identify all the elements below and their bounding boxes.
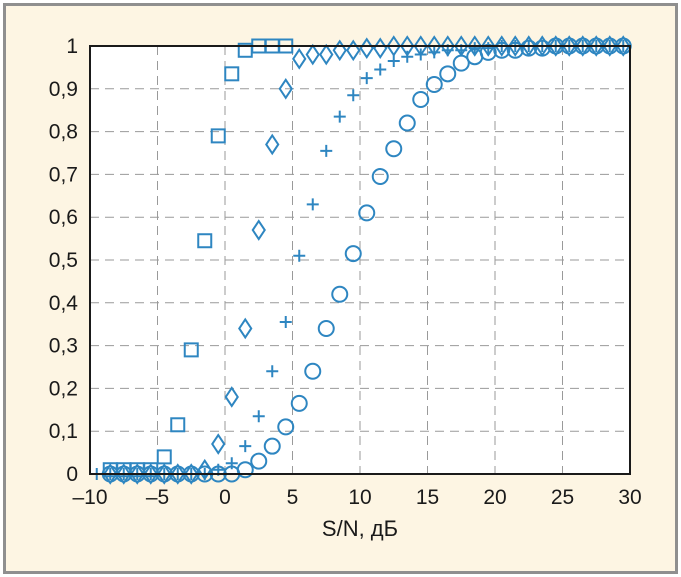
circle-marker [317, 319, 335, 337]
y-tick-label: 0,1 [49, 420, 78, 443]
y-tick-label: 1 [66, 35, 78, 58]
circle-marker [304, 362, 322, 380]
square-marker [224, 66, 240, 82]
x-tick-label: –5 [146, 486, 169, 509]
circle-marker [533, 39, 551, 57]
square-marker [183, 342, 199, 358]
diamond-marker [616, 35, 631, 57]
diamond-marker [224, 386, 239, 408]
plus-marker [293, 249, 306, 262]
y-tick-label: 0,3 [49, 335, 78, 358]
x-tick-label: 25 [551, 486, 574, 509]
x-axis-label: S/N, дБ [322, 516, 398, 541]
square-marker [170, 417, 186, 433]
diamond-marker [602, 35, 617, 57]
circle-marker [520, 39, 538, 57]
plus-marker [428, 46, 441, 59]
chart-frame: –10 –5 0 5 10 15 20 25 30 0 0,1 0,2 0,3 0,4 0,5 0,6 0,7… [3, 3, 678, 574]
diamond-marker [319, 43, 334, 66]
diamond-marker [130, 463, 145, 485]
y-tick-labels: 0 0,1 0,2 0,3 0,4 0,5 0,6 0,7 0,8 0,9 1 [49, 35, 79, 486]
plus-marker [306, 198, 319, 211]
plus-marker [239, 440, 252, 453]
diamond-marker [211, 433, 226, 455]
plus-marker [360, 72, 373, 85]
diamond-marker [157, 463, 172, 485]
x-tick-labels: –10 –5 0 5 10 15 20 25 30 [72, 486, 641, 509]
y-tick-label: 0,5 [49, 249, 78, 272]
circle-marker [439, 65, 457, 83]
plot-border [89, 45, 631, 475]
diamond-marker [143, 463, 158, 485]
x-tick-label: 0 [219, 486, 231, 509]
y-tick-label: 0,7 [49, 163, 78, 186]
diamond-marker [265, 133, 280, 156]
x-tick-label: 5 [287, 486, 299, 509]
circle-marker [250, 452, 268, 470]
diamond-marker [184, 463, 199, 485]
y-tick-label: 0,8 [49, 121, 78, 144]
diamond-marker [467, 35, 482, 57]
plus-marker [266, 365, 279, 378]
diamond-marker [238, 317, 253, 340]
y-tick-label: 0 [66, 463, 78, 486]
plus-marker [320, 144, 333, 157]
plus-marker [468, 42, 481, 55]
circle-marker [479, 43, 497, 61]
diamond-marker [562, 35, 577, 57]
y-tick-label: 0,4 [49, 292, 79, 315]
plus-marker [414, 48, 427, 61]
diamond-marker [481, 35, 496, 57]
circle-marker [331, 285, 349, 303]
plus-marker [374, 63, 387, 76]
diamond-marker [305, 43, 320, 66]
plus-marker [252, 410, 265, 423]
diamond-marker [575, 35, 590, 57]
circle-marker [290, 394, 308, 412]
circle-marker [493, 41, 511, 59]
plus-marker [401, 50, 414, 63]
y-tick-label: 0,9 [49, 78, 78, 101]
diamond-marker [292, 48, 307, 70]
diamond-marker [332, 39, 347, 62]
circle-marker [412, 91, 430, 108]
circle-marker [385, 140, 403, 158]
chart-svg: –10 –5 0 5 10 15 20 25 30 0 0,1 0,2 0,3 0,4 0,5 0,6 0,7… [49, 35, 642, 541]
x-tick-label: 10 [348, 486, 371, 509]
diamond-marker [346, 39, 361, 62]
circle-marker [425, 76, 443, 94]
diamond-marker [278, 77, 293, 100]
plus-marker [347, 89, 360, 102]
y-tick-label: 0,6 [49, 206, 78, 229]
x-tick-label: –10 [72, 486, 107, 509]
circle-marker [358, 204, 376, 222]
circle-marker [277, 418, 295, 436]
diamond-marker [251, 219, 266, 241]
square-marker [197, 233, 213, 249]
plus-marker [387, 54, 400, 67]
diamond-marker [170, 463, 185, 485]
x-tick-label: 15 [416, 486, 439, 509]
diamond-marker [116, 463, 131, 485]
circle-marker [371, 168, 389, 186]
diamond-marker [103, 463, 118, 485]
circle-marker [344, 245, 362, 263]
diamond-marker [548, 35, 563, 57]
circle-marker [506, 41, 524, 59]
circle-marker [263, 437, 281, 455]
circle-marker [236, 461, 254, 479]
diamond-marker [589, 35, 604, 57]
plus-marker [279, 316, 292, 329]
y-tick-label: 0,2 [49, 377, 78, 400]
circle-marker [398, 114, 416, 132]
x-tick-label: 30 [618, 486, 641, 509]
square-marker [210, 128, 226, 144]
x-tick-label: 20 [483, 486, 506, 509]
plus-marker [333, 110, 346, 123]
circle-marker [452, 54, 470, 72]
